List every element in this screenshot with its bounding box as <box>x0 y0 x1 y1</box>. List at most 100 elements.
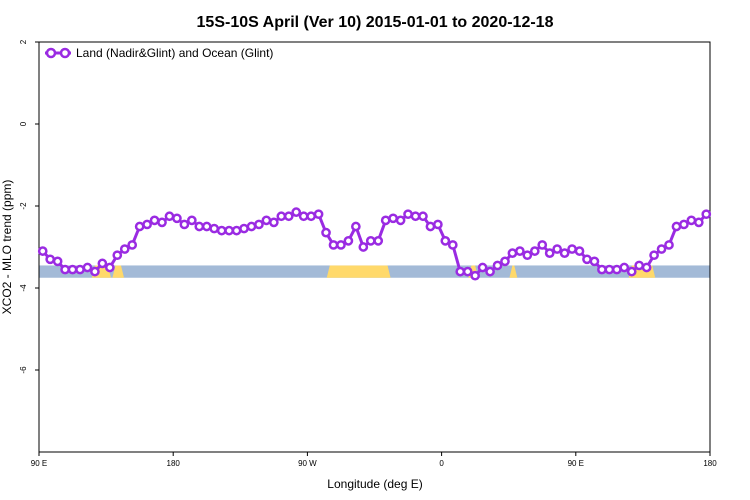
data-point <box>671 221 682 232</box>
data-point <box>619 262 630 273</box>
legend: Land (Nadir&Glint) and Ocean (Glint) <box>45 46 273 60</box>
data-point <box>641 262 652 273</box>
data-point <box>60 264 70 275</box>
y-tick-label: -6 <box>19 366 28 374</box>
data-point <box>306 211 316 222</box>
data-point <box>477 262 488 273</box>
data-point <box>500 256 510 267</box>
x-tick-label: 180 <box>703 459 717 468</box>
data-point <box>224 225 234 236</box>
y-tick-label: -2 <box>19 202 28 210</box>
data-point <box>112 250 123 261</box>
data-point <box>291 207 302 217</box>
data-point <box>485 266 495 277</box>
data-point <box>134 221 145 232</box>
data-point <box>321 227 331 238</box>
data-point <box>298 211 309 222</box>
data-point <box>127 240 138 250</box>
data-point <box>388 213 398 224</box>
data-point <box>97 258 108 269</box>
data-point <box>90 266 100 277</box>
data-point <box>37 246 48 256</box>
data-point <box>142 219 152 230</box>
series-layer <box>37 207 712 281</box>
data-point <box>656 244 667 254</box>
x-tick-label: 0 <box>439 459 444 468</box>
x-tick-label: 90 W <box>298 459 317 468</box>
data-point <box>276 211 287 222</box>
x-axis-label: Longitude (deg E) <box>327 477 422 491</box>
data-point <box>693 217 704 228</box>
data-point <box>522 250 533 261</box>
data-point <box>492 260 503 271</box>
data-point <box>634 260 645 271</box>
data-point <box>559 248 570 258</box>
land-segment <box>509 265 518 278</box>
chart-title: 15S-10S April (Ver 10) 2015-01-01 to 202… <box>197 14 554 31</box>
data-point <box>52 256 63 267</box>
data-point <box>380 215 391 226</box>
data-point <box>157 217 167 228</box>
data-point <box>336 240 346 250</box>
data-point <box>164 211 175 222</box>
data-point <box>447 240 458 250</box>
data-point <box>365 236 376 246</box>
plot-frame <box>38 41 711 453</box>
data-point <box>343 236 354 246</box>
data-point <box>597 264 607 275</box>
data-point <box>201 221 212 232</box>
data-point <box>574 246 585 256</box>
data-point <box>231 225 242 236</box>
data-point <box>283 211 294 222</box>
data-point <box>239 223 249 234</box>
data-point <box>582 254 592 265</box>
data-point <box>455 266 466 277</box>
data-point <box>664 240 674 250</box>
y-axis-label: XCO2 - MLO trend (ppm) <box>0 180 14 315</box>
y-tick-label: 2 <box>19 39 28 44</box>
data-point <box>351 221 361 232</box>
data-point <box>611 264 622 275</box>
data-point <box>418 211 428 222</box>
legend-marker <box>45 47 57 59</box>
x-tick-label: 90 E <box>31 459 47 468</box>
data-point <box>269 217 279 228</box>
data-point <box>104 262 115 273</box>
data-point <box>209 223 220 234</box>
data-point <box>395 215 406 226</box>
legend-marker <box>59 47 71 59</box>
data-point <box>537 240 548 250</box>
land-segment <box>326 265 391 278</box>
data-point <box>186 215 197 226</box>
data-point <box>604 264 615 275</box>
data-point <box>45 254 56 265</box>
data-point <box>358 242 369 252</box>
data-point <box>216 225 227 236</box>
data-point <box>507 248 518 258</box>
data-point <box>410 211 421 222</box>
data-point <box>261 215 272 226</box>
data-point <box>433 219 443 230</box>
data-point <box>470 270 480 281</box>
data-point <box>313 209 324 220</box>
data-point <box>75 264 85 275</box>
data-point <box>119 244 130 254</box>
data-point <box>626 266 637 277</box>
x-tick-label: 180 <box>167 459 181 468</box>
data-point <box>149 215 160 226</box>
data-point <box>686 215 697 226</box>
data-point <box>373 236 384 246</box>
data-point <box>194 221 205 232</box>
data-point <box>425 221 436 232</box>
axes: 90 E 180 90 W 0 90 E 180 2 0 -2 -4 -6 <box>19 39 717 468</box>
data-point <box>246 221 257 232</box>
data-point <box>649 250 659 261</box>
data-point <box>544 248 555 258</box>
data-point <box>589 256 600 267</box>
data-point <box>440 236 451 246</box>
data-point <box>701 209 712 220</box>
land-segment <box>112 265 125 278</box>
data-point <box>403 209 413 220</box>
data-point <box>179 219 190 230</box>
data-point <box>254 219 264 230</box>
